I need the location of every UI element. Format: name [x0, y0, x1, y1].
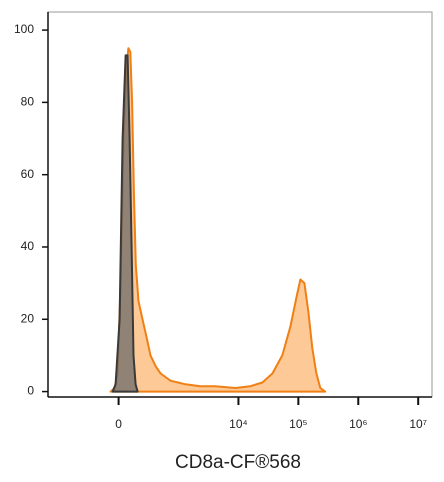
histogram-area [109, 47, 327, 393]
y-tick-label: 80 [21, 95, 35, 109]
y-tick-label: 60 [21, 167, 35, 181]
x-tick-label: 0 [115, 417, 122, 431]
y-tick-label: 100 [14, 22, 34, 36]
x-tick-label: 10⁷ [409, 417, 427, 431]
plot-frame [47, 11, 433, 398]
y-tick-label: 40 [21, 239, 35, 253]
x-axis-label: CD8a-CF®568 [175, 452, 301, 473]
x-tick-label: 10⁵ [289, 417, 307, 431]
x-tick-label: 10⁴ [229, 417, 248, 431]
histogram-area [111, 54, 139, 393]
y-tick-label: 20 [21, 311, 35, 325]
y-tick-label: 0 [27, 384, 34, 398]
x-tick-label: 10⁶ [349, 417, 367, 431]
